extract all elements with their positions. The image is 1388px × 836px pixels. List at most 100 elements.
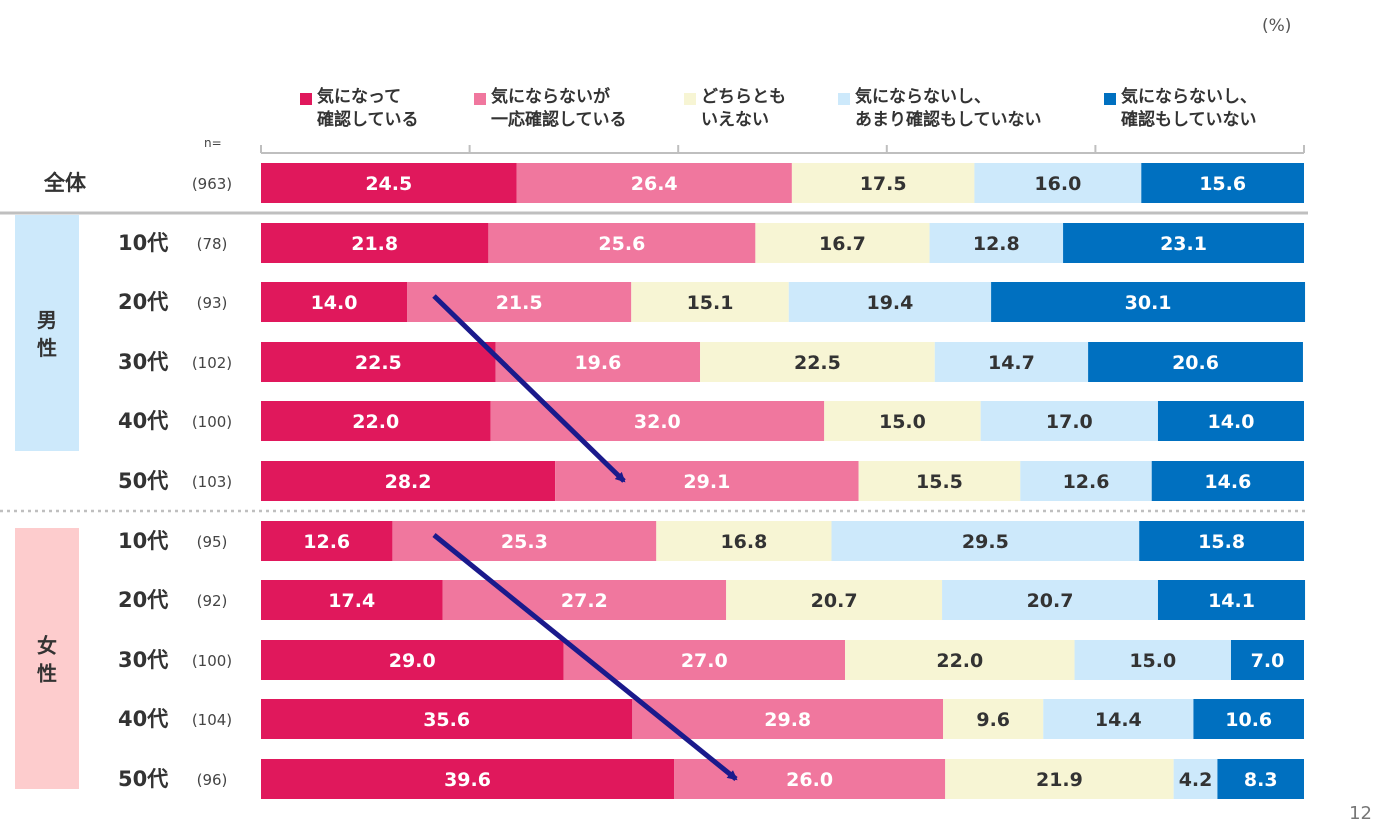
- bar-segment: [755, 223, 930, 263]
- row-label: 20代: [118, 290, 168, 314]
- data-label: 19.4: [866, 292, 913, 314]
- bar-segment: [974, 163, 1142, 203]
- legend-swatch: [474, 93, 486, 105]
- data-label: 35.6: [423, 709, 470, 731]
- bar-segment: [824, 401, 981, 441]
- bar-segment: [407, 282, 632, 322]
- bar-segment: [261, 521, 393, 561]
- trend-arrow: [432, 294, 626, 483]
- legend-item-checking-concerned: 気になって 確認している: [300, 86, 419, 132]
- data-label: 26.0: [786, 769, 833, 791]
- data-label: 28.2: [385, 471, 432, 493]
- data-label: 15.0: [1129, 650, 1176, 672]
- row-n: (78): [197, 235, 228, 253]
- data-label: 17.5: [860, 173, 907, 195]
- bar-segment: [1063, 223, 1304, 263]
- data-label: 21.9: [1036, 769, 1083, 791]
- group-label-char: 性: [37, 336, 57, 360]
- row-n: (92): [197, 592, 228, 610]
- data-label: 17.4: [328, 590, 375, 612]
- data-label: 14.4: [1095, 709, 1142, 731]
- data-label: 27.0: [681, 650, 728, 672]
- row-label: 全体: [43, 171, 87, 195]
- row-n: (100): [192, 652, 232, 670]
- data-label: 12.8: [973, 233, 1020, 255]
- bar-segment: [261, 163, 517, 203]
- bar-segment: [788, 282, 992, 322]
- bar-segment: [726, 580, 943, 620]
- data-label: 27.2: [561, 590, 608, 612]
- legend-swatch: [300, 93, 312, 105]
- data-label: 29.8: [764, 709, 811, 731]
- bar-segment: [1217, 759, 1304, 799]
- bar-segment: [791, 163, 975, 203]
- bar-segment: [1020, 461, 1152, 501]
- data-label: 15.1: [687, 292, 734, 314]
- bar-segment: [945, 759, 1174, 799]
- legend-text-line2: 一応確認している: [491, 110, 627, 130]
- unit-label: (%): [1262, 16, 1292, 36]
- bar-segment: [1074, 640, 1231, 680]
- row-label: 10代: [118, 529, 168, 553]
- data-label: 14.7: [988, 352, 1035, 374]
- data-label: 12.6: [1063, 471, 1110, 493]
- legend-text-line2: 確認している: [317, 110, 419, 130]
- trend-arrow: [432, 533, 738, 781]
- bar-segment: [934, 342, 1089, 382]
- legend-item-rarely-checking: 気にならないし、 あまり確認もしていない: [838, 86, 1042, 132]
- data-label: 16.7: [819, 233, 866, 255]
- bar-segment: [1141, 163, 1304, 203]
- bar-segment: [1157, 401, 1304, 441]
- data-label: 29.1: [683, 471, 730, 493]
- legend-text-line2: 確認もしていない: [1121, 110, 1257, 130]
- bar-segment: [392, 521, 657, 561]
- bar-segment: [1139, 521, 1304, 561]
- data-label: 25.3: [501, 531, 548, 553]
- bar-segment: [488, 223, 756, 263]
- bar-segment: [261, 461, 556, 501]
- data-label: 14.1: [1208, 590, 1255, 612]
- row-n: (103): [192, 473, 232, 491]
- data-label: 20.7: [1027, 590, 1074, 612]
- data-label: 15.6: [1199, 173, 1246, 195]
- data-label: 15.5: [916, 471, 963, 493]
- bar-segment: [1157, 580, 1306, 620]
- data-label: 12.6: [303, 531, 350, 553]
- bar-segment: [261, 640, 564, 680]
- row-label: 40代: [118, 409, 168, 433]
- row-n: (96): [197, 771, 228, 789]
- group-band: [15, 215, 79, 451]
- data-label: 20.7: [811, 590, 858, 612]
- legend-text-line1: 気にならないし、: [1121, 87, 1257, 107]
- row-n: (100): [192, 413, 232, 431]
- bar-segment: [845, 640, 1075, 680]
- data-label: 15.0: [879, 411, 926, 433]
- data-label: 14.0: [311, 292, 358, 314]
- data-label: 23.1: [1160, 233, 1207, 255]
- legend-swatch: [838, 93, 850, 105]
- data-label: 17.0: [1046, 411, 1093, 433]
- bar-segment: [261, 342, 496, 382]
- row-label: 10代: [118, 231, 168, 255]
- bar-segment: [632, 699, 944, 739]
- data-label: 26.4: [631, 173, 678, 195]
- bar-segment: [858, 461, 1021, 501]
- bar-segment: [261, 759, 675, 799]
- bar-segment: [929, 223, 1064, 263]
- group-label-char: 性: [37, 662, 57, 686]
- data-label: 32.0: [634, 411, 681, 433]
- group-label-char: 男: [37, 308, 57, 332]
- bar-segment: [631, 282, 789, 322]
- legend-text-line1: 気にならないが: [491, 87, 610, 107]
- data-label: 7.0: [1251, 650, 1285, 672]
- bar-segment: [555, 461, 859, 501]
- data-label: 10.6: [1225, 709, 1272, 731]
- bar-segment: [563, 640, 846, 680]
- data-label: 22.0: [936, 650, 983, 672]
- legend-text-line2: あまり確認もしていない: [855, 110, 1042, 130]
- page-number: 12: [1349, 803, 1372, 824]
- bar-segment: [1193, 699, 1304, 739]
- bar-segment: [495, 342, 701, 382]
- row-label: 50代: [118, 469, 168, 493]
